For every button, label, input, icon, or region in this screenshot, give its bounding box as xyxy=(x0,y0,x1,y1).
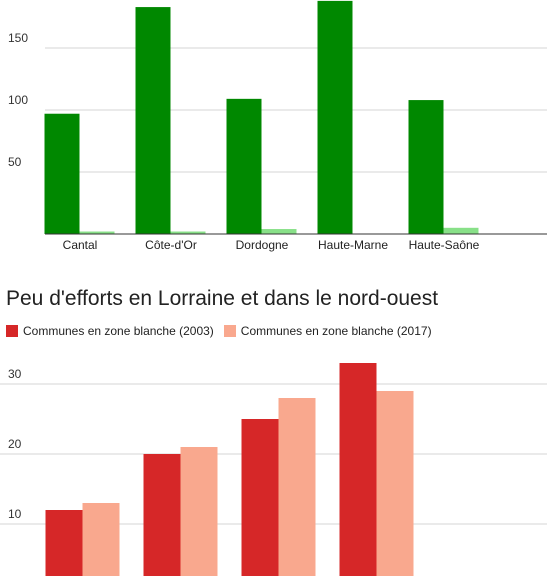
bar xyxy=(408,100,444,234)
y-tick-label: 50 xyxy=(8,155,22,169)
bar xyxy=(339,363,377,576)
chart-bottom: 10 20 30 xyxy=(0,363,547,576)
y-tick-label: 30 xyxy=(8,367,22,381)
bar xyxy=(317,0,353,234)
legend-item-2017: Communes en zone blanche (2017) xyxy=(223,324,432,338)
chart-legend: Communes en zone blanche (2003) Communes… xyxy=(6,324,442,338)
bar xyxy=(170,231,206,234)
x-category-label: Haute-Saône xyxy=(409,238,480,252)
chart-title: Peu d'efforts en Lorraine et dans le nor… xyxy=(6,287,439,310)
y-tick-label: 150 xyxy=(8,31,28,45)
bar xyxy=(45,510,83,576)
bar xyxy=(135,7,171,234)
x-category-label: Cantal xyxy=(63,238,98,252)
bar xyxy=(261,229,297,234)
legend-swatch-2003 xyxy=(6,325,18,337)
x-category-label: Dordogne xyxy=(236,238,289,252)
bar xyxy=(44,113,80,234)
bar xyxy=(443,227,479,234)
x-category-label: Côte-d'Or xyxy=(145,238,197,252)
bar xyxy=(82,503,120,576)
y-tick-label: 100 xyxy=(8,93,28,107)
x-category-label: Haute-Marne xyxy=(318,238,388,252)
bar xyxy=(79,231,115,234)
bar xyxy=(241,419,279,576)
bar xyxy=(376,391,414,576)
y-tick-label: 10 xyxy=(8,507,22,521)
bar xyxy=(180,447,218,576)
legend-swatch-2017 xyxy=(223,325,236,337)
bar xyxy=(226,98,262,234)
y-tick-label: 20 xyxy=(8,437,22,451)
chart-top: 50 100 150 Cantal Côte-d'Or Dordogne Haute-Mar… xyxy=(8,0,547,252)
legend-item-2003: Communes en zone blanche (2003) xyxy=(6,324,214,338)
legend-label-2017: Communes en zone blanche (2017) xyxy=(240,324,432,338)
bar xyxy=(278,398,316,576)
bar xyxy=(143,454,181,576)
legend-label-2003: Communes en zone blanche (2003) xyxy=(23,324,214,338)
